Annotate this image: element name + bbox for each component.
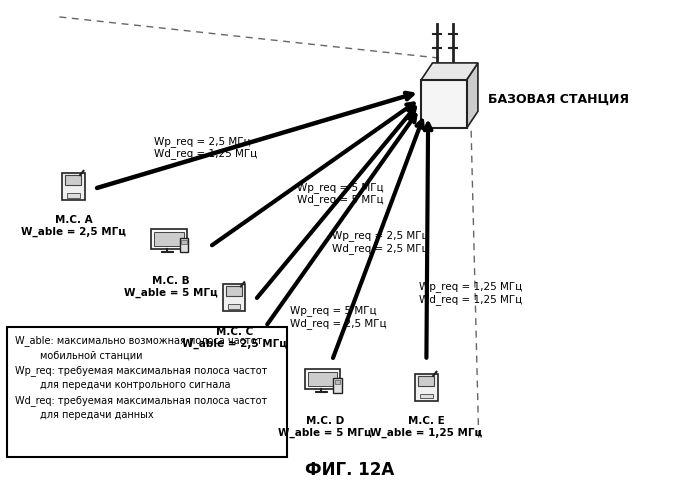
Bar [228,304,240,309]
Bar [67,193,80,197]
Text: Wp_req = 2,5 МГц
Wd_req = 1,25 МГц: Wp_req = 2,5 МГц Wd_req = 1,25 МГц [154,136,257,159]
Bar [181,240,187,244]
Polygon shape [467,63,478,128]
Text: W_able: максимально возможная полоса частот
        мобильной станции
Wp_req: тр: W_able: максимально возможная полоса час… [15,335,268,420]
Text: М.С. А
W_able = 2,5 МГц: М.С. А W_able = 2,5 МГц [21,215,126,237]
Bar [7,327,287,457]
Text: БАЗОВАЯ СТАНЦИЯ: БАЗОВАЯ СТАНЦИЯ [489,93,629,106]
Bar [62,173,85,199]
Bar [308,372,338,386]
Bar [421,80,467,128]
Bar [161,251,173,252]
Text: М.С. Е
W_able = 1,25 МГц: М.С. Е W_able = 1,25 МГц [370,416,482,438]
Bar [335,380,340,384]
Bar [418,376,435,386]
Text: Wp_req = 5 МГц
Wd_req = 5 МГц: Wp_req = 5 МГц Wd_req = 5 МГц [297,182,384,205]
Bar [65,175,82,185]
Polygon shape [421,63,478,80]
Bar [226,286,243,296]
Text: М.С. В
W_able = 5 МГц: М.С. В W_able = 5 МГц [124,276,218,298]
Bar [154,232,184,246]
Text: М.С. С
W_able = 2,5 МГц: М.С. С W_able = 2,5 МГц [182,327,287,348]
Bar [420,393,433,398]
Text: Wp_req = 2,5 МГц
Wd_req = 2,5 МГц: Wp_req = 2,5 МГц Wd_req = 2,5 МГц [332,230,428,254]
Text: Wp_req = 1,25 МГц
Wd_req = 1,25 МГц: Wp_req = 1,25 МГц Wd_req = 1,25 МГц [419,281,523,304]
Text: ФИГ. 12А: ФИГ. 12А [305,461,394,479]
Bar [415,374,438,401]
Text: М.С. D
W_able = 5 МГц: М.С. D W_able = 5 МГц [278,416,372,438]
Bar [305,369,340,389]
Bar [180,238,188,252]
Bar [151,229,187,249]
Bar [315,391,327,393]
Bar [333,378,342,393]
Text: Wp_req = 5 МГц
Wd_req = 2,5 МГц: Wp_req = 5 МГц Wd_req = 2,5 МГц [290,305,387,329]
Bar [223,284,245,311]
